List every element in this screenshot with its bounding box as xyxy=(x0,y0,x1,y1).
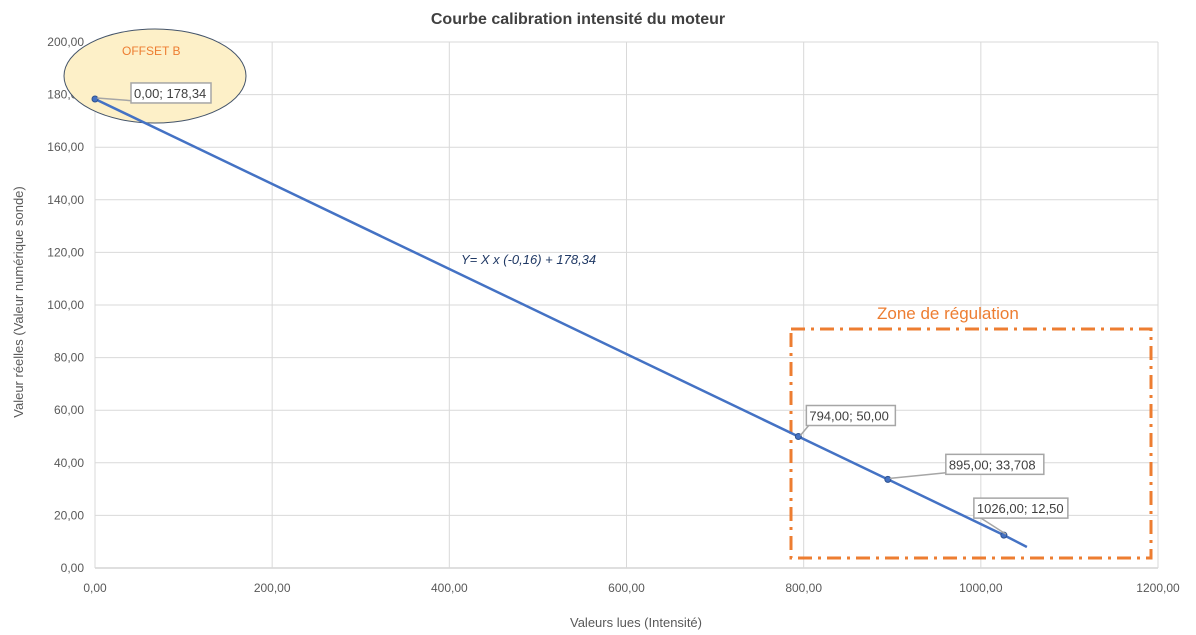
y-tick-label: 200,00 xyxy=(47,35,84,49)
y-tick-labels: 0,00 20,00 40,00 60,00 80,00 100,00 120,00 140,… xyxy=(47,35,84,575)
y-tick-label: 20,00 xyxy=(54,508,84,522)
data-callout: 895,00; 33,708 xyxy=(889,453,1045,480)
regulation-zone-label: Zone de régulation xyxy=(877,304,1019,323)
callout-leader xyxy=(889,471,950,480)
y-tick-label: 120,00 xyxy=(47,245,84,259)
data-label: 0,00; 178,34 xyxy=(134,86,206,101)
callout-box xyxy=(973,497,1069,519)
y-axis-title: Valeur réelles (Valeur numérique sonde) xyxy=(11,186,26,417)
y-tick-label: 0,00 xyxy=(61,561,85,575)
x-tick-label: 1000,00 xyxy=(959,581,1003,595)
data-point xyxy=(884,475,892,483)
data-callout: 794,00; 50,00 xyxy=(799,404,897,436)
data-callouts: 0,00; 178,34 794,00; 50,00 895,00; 33,708 1… xyxy=(96,82,1069,535)
x-tick-label: 200,00 xyxy=(254,581,291,595)
x-tick-label: 0,00 xyxy=(83,581,107,595)
x-tick-label: 600,00 xyxy=(608,581,645,595)
chart-title: Courbe calibration intensité du moteur xyxy=(431,11,725,28)
trendline-equation: Y= X x (-0,16) + 178,34 xyxy=(461,252,596,267)
x-tick-label: 400,00 xyxy=(431,581,468,595)
x-tick-label: 800,00 xyxy=(785,581,822,595)
y-tick-label: 140,00 xyxy=(47,193,84,207)
x-tick-label: 1200,00 xyxy=(1136,581,1180,595)
offset-label: OFFSET B xyxy=(122,44,180,58)
y-tick-label: 100,00 xyxy=(47,298,84,312)
y-tick-label: 160,00 xyxy=(47,140,84,154)
callout-box xyxy=(805,404,897,427)
callout-leader xyxy=(977,515,1007,535)
regulation-zone-box xyxy=(789,327,1153,560)
x-tick-labels: 0,00 200,00 400,00 600,00 800,00 1000,00 1200,… xyxy=(83,581,1180,595)
grid xyxy=(94,41,1159,569)
data-callout: 0,00; 178,34 xyxy=(96,82,212,104)
data-label: 1026,00; 12,50 xyxy=(977,501,1064,516)
y-tick-label: 60,00 xyxy=(54,403,84,417)
data-point xyxy=(91,95,99,103)
data-label: 794,00; 50,00 xyxy=(809,409,889,424)
callout-box xyxy=(130,82,212,104)
y-tick-label: 80,00 xyxy=(54,351,84,365)
callout-box xyxy=(945,453,1045,476)
data-label: 895,00; 33,708 xyxy=(949,457,1036,472)
y-tick-label: 40,00 xyxy=(54,456,84,470)
callout-leader xyxy=(96,97,136,102)
x-axis-title: Valeurs lues (Intensité) xyxy=(570,615,702,630)
data-callout: 1026,00; 12,50 xyxy=(973,497,1069,535)
